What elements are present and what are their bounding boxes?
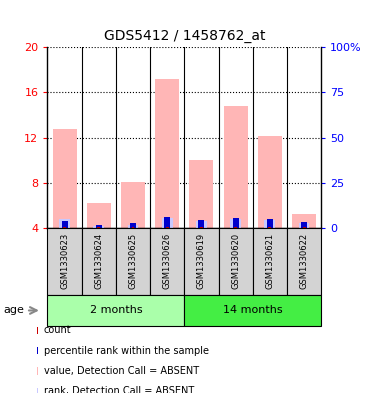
- Text: GSM1330621: GSM1330621: [265, 233, 274, 289]
- Bar: [87, 203, 111, 228]
- Text: GSM1330625: GSM1330625: [128, 233, 138, 289]
- Title: GDS5412 / 1458762_at: GDS5412 / 1458762_at: [104, 29, 265, 43]
- Bar: [184, 228, 219, 295]
- Bar: [292, 214, 316, 228]
- Text: GSM1330622: GSM1330622: [300, 233, 308, 289]
- Text: rank, Detection Call = ABSENT: rank, Detection Call = ABSENT: [44, 386, 194, 393]
- Bar: [93, 226, 104, 228]
- Bar: [53, 129, 77, 228]
- Bar: [189, 160, 214, 228]
- Bar: [130, 223, 136, 228]
- Bar: [47, 295, 184, 326]
- Bar: [162, 218, 173, 228]
- Bar: [82, 228, 116, 295]
- Bar: [164, 217, 170, 228]
- Bar: [196, 221, 207, 228]
- Bar: [59, 219, 70, 228]
- Bar: [299, 223, 310, 228]
- Bar: [224, 106, 247, 228]
- Text: count: count: [44, 325, 72, 335]
- Text: GSM1330619: GSM1330619: [197, 233, 206, 289]
- Text: GSM1330624: GSM1330624: [94, 233, 103, 289]
- Text: GSM1330623: GSM1330623: [60, 233, 69, 290]
- Bar: [96, 224, 102, 228]
- Bar: [287, 228, 321, 295]
- Bar: [265, 220, 275, 228]
- Bar: [233, 218, 239, 228]
- Bar: [155, 79, 179, 228]
- Text: GSM1330626: GSM1330626: [163, 233, 172, 290]
- Bar: [230, 219, 241, 228]
- Bar: [62, 221, 68, 228]
- Bar: [301, 222, 307, 228]
- Text: GSM1330620: GSM1330620: [231, 233, 240, 289]
- Bar: [219, 228, 253, 295]
- Bar: [116, 228, 150, 295]
- Bar: [184, 295, 321, 326]
- Text: percentile rank within the sample: percentile rank within the sample: [44, 345, 209, 356]
- Bar: [258, 136, 282, 228]
- Bar: [128, 224, 138, 228]
- Bar: [267, 219, 273, 228]
- Text: value, Detection Call = ABSENT: value, Detection Call = ABSENT: [44, 366, 199, 376]
- Text: 2 months: 2 months: [89, 305, 142, 316]
- Text: age: age: [4, 305, 24, 316]
- Bar: [121, 182, 145, 228]
- Bar: [199, 220, 204, 228]
- Bar: [150, 228, 184, 295]
- Text: 14 months: 14 months: [223, 305, 283, 316]
- Bar: [253, 228, 287, 295]
- Bar: [47, 228, 82, 295]
